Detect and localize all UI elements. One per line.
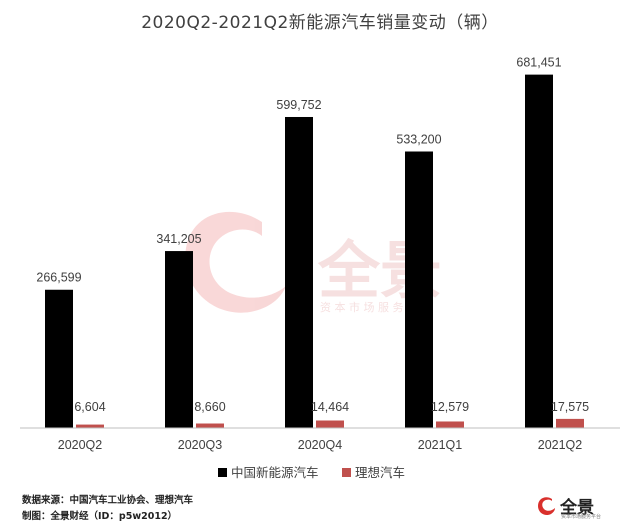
bar-lixiang-2020Q4 bbox=[316, 420, 344, 428]
data-label-china-2021Q1: 533,200 bbox=[396, 132, 441, 146]
bar-china-2021Q2 bbox=[525, 74, 553, 428]
bar-china-2020Q2 bbox=[45, 289, 73, 428]
bar-china-2021Q1 bbox=[405, 151, 433, 428]
x-tick-label-2021Q1: 2021Q1 bbox=[418, 438, 463, 452]
watermark-swirl-icon bbox=[185, 211, 286, 313]
bar-lixiang-2020Q2 bbox=[76, 424, 104, 428]
bar-china-2020Q4 bbox=[285, 116, 313, 428]
data-label-china-2020Q3: 341,205 bbox=[156, 232, 201, 246]
bar-china-2020Q3 bbox=[165, 251, 193, 428]
legend-swatch-lixiang bbox=[342, 468, 351, 477]
data-label-lixiang-2020Q4: 14,464 bbox=[311, 400, 349, 414]
bar-lixiang-2021Q1 bbox=[436, 421, 464, 428]
legend-label-china: 中国新能源汽车 bbox=[231, 465, 319, 480]
legend: 中国新能源汽车 理想汽车 bbox=[218, 465, 405, 480]
watermark-tagline: 资 本 市 场 服 务 平 台 bbox=[320, 300, 432, 314]
footer-source: 数据来源：中国汽车工业协会、理想汽车 bbox=[22, 495, 194, 506]
x-tick-label-2020Q3: 2020Q3 bbox=[178, 438, 223, 452]
logo-tagline: 资本市场服务平台 bbox=[561, 514, 602, 520]
data-label-lixiang-2020Q2: 6,604 bbox=[74, 400, 105, 414]
x-tick-label-2020Q2: 2020Q2 bbox=[58, 438, 103, 452]
x-tick-label-2021Q2: 2021Q2 bbox=[538, 438, 583, 452]
bar-lixiang-2021Q2 bbox=[556, 418, 584, 428]
watermark-logo: 全景 资 本 市 场 服 务 平 台 bbox=[185, 211, 442, 314]
logo-swirl-icon bbox=[538, 497, 555, 516]
logo-brand: 全景 bbox=[560, 498, 594, 518]
footer-maker: 制图：全景财经（ID：p5w2012） bbox=[22, 511, 178, 522]
data-label-china-2020Q4: 599,752 bbox=[276, 98, 321, 112]
bars-layer: 266,599 6,604 341,205 8,660 599,752 14,464 533… bbox=[36, 56, 589, 428]
data-label-lixiang-2021Q2: 17,575 bbox=[551, 400, 589, 414]
x-tick-label-2020Q4: 2020Q4 bbox=[298, 438, 343, 452]
legend-label-lixiang: 理想汽车 bbox=[355, 465, 405, 480]
data-label-china-2021Q2: 681,451 bbox=[516, 56, 561, 70]
bar-lixiang-2020Q3 bbox=[196, 423, 224, 428]
page-title: 2020Q2-2021Q2新能源汽车销量变动（辆） bbox=[141, 13, 499, 33]
corner-logo: 全景 资本市场服务平台 bbox=[536, 493, 636, 521]
data-label-china-2020Q2: 266,599 bbox=[36, 271, 81, 285]
x-tick-labels: 2020Q2 2020Q3 2020Q4 2021Q1 2021Q2 bbox=[58, 438, 583, 452]
legend-swatch-china bbox=[218, 468, 227, 477]
data-label-lixiang-2021Q1: 12,579 bbox=[431, 400, 469, 414]
data-label-lixiang-2020Q3: 8,660 bbox=[194, 400, 225, 414]
